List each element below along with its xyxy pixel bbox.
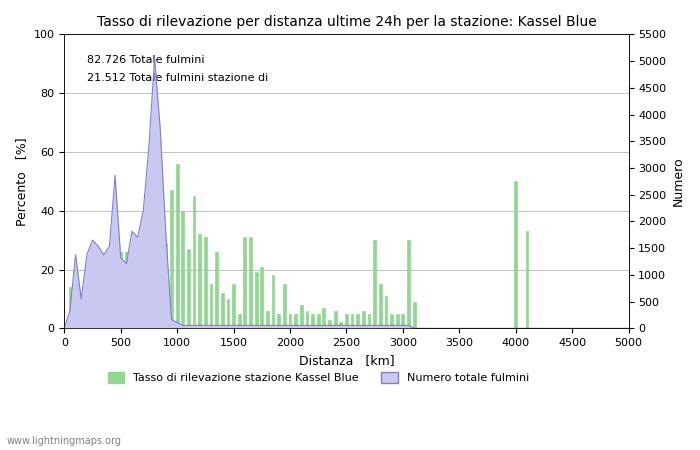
Bar (266, 310, 269, 328)
Bar (221, 293, 224, 328)
Bar (148, 211, 150, 328)
Bar (277, 314, 280, 328)
Bar (379, 284, 382, 328)
Bar (227, 299, 230, 328)
Bar (215, 252, 218, 328)
Bar (514, 181, 517, 328)
Bar (69, 287, 71, 328)
Bar (238, 314, 241, 328)
Bar (407, 240, 410, 328)
Bar (373, 240, 376, 328)
Bar (181, 211, 184, 328)
Bar (272, 275, 274, 328)
Bar (384, 296, 387, 328)
Bar (136, 264, 139, 328)
Text: 82.726 Totale fulmini: 82.726 Totale fulmini (87, 55, 204, 65)
Bar (131, 252, 134, 328)
Text: 21.512 Totale fulmini stazione di: 21.512 Totale fulmini stazione di (87, 72, 268, 82)
Bar (368, 314, 370, 328)
Legend: Tasso di rilevazione stazione Kassel Blue, Numero totale fulmini: Tasso di rilevazione stazione Kassel Blu… (103, 367, 533, 387)
Title: Tasso di rilevazione per distanza ultime 24h per la stazione: Kassel Blue: Tasso di rilevazione per distanza ultime… (97, 15, 596, 29)
Bar (351, 314, 354, 328)
Bar (288, 314, 291, 328)
Bar (176, 164, 178, 328)
Bar (74, 270, 77, 328)
Bar (300, 305, 302, 328)
Text: www.lightningmaps.org: www.lightningmaps.org (7, 436, 122, 446)
Bar (159, 255, 162, 328)
Bar (97, 255, 99, 328)
Bar (164, 243, 167, 328)
Bar (209, 284, 212, 328)
Bar (91, 266, 94, 328)
Bar (334, 310, 337, 328)
Bar (323, 308, 326, 328)
Y-axis label: Percento   [%]: Percento [%] (15, 137, 28, 225)
Y-axis label: Numero: Numero (672, 157, 685, 206)
Bar (119, 252, 122, 328)
Bar (317, 314, 320, 328)
Bar (526, 231, 528, 328)
Bar (80, 314, 83, 328)
Bar (283, 284, 286, 328)
Bar (85, 264, 88, 328)
Bar (187, 249, 190, 328)
Bar (244, 237, 246, 328)
Bar (345, 314, 348, 328)
Bar (305, 310, 308, 328)
Bar (142, 252, 145, 328)
Bar (413, 302, 416, 328)
Bar (402, 314, 405, 328)
Bar (312, 314, 314, 328)
Bar (390, 314, 393, 328)
Bar (362, 310, 365, 328)
Bar (108, 252, 111, 328)
Bar (125, 252, 128, 328)
Bar (198, 234, 201, 328)
Bar (395, 314, 398, 328)
Bar (193, 196, 195, 328)
Bar (170, 190, 173, 328)
Bar (249, 237, 252, 328)
Bar (113, 258, 116, 328)
Bar (255, 272, 258, 328)
X-axis label: Distanza   [km]: Distanza [km] (299, 354, 394, 367)
Bar (294, 314, 297, 328)
Bar (356, 314, 359, 328)
Bar (328, 320, 331, 328)
Bar (153, 187, 156, 328)
Bar (340, 323, 342, 328)
Bar (232, 284, 235, 328)
Bar (260, 266, 263, 328)
Bar (204, 237, 206, 328)
Bar (102, 275, 105, 328)
